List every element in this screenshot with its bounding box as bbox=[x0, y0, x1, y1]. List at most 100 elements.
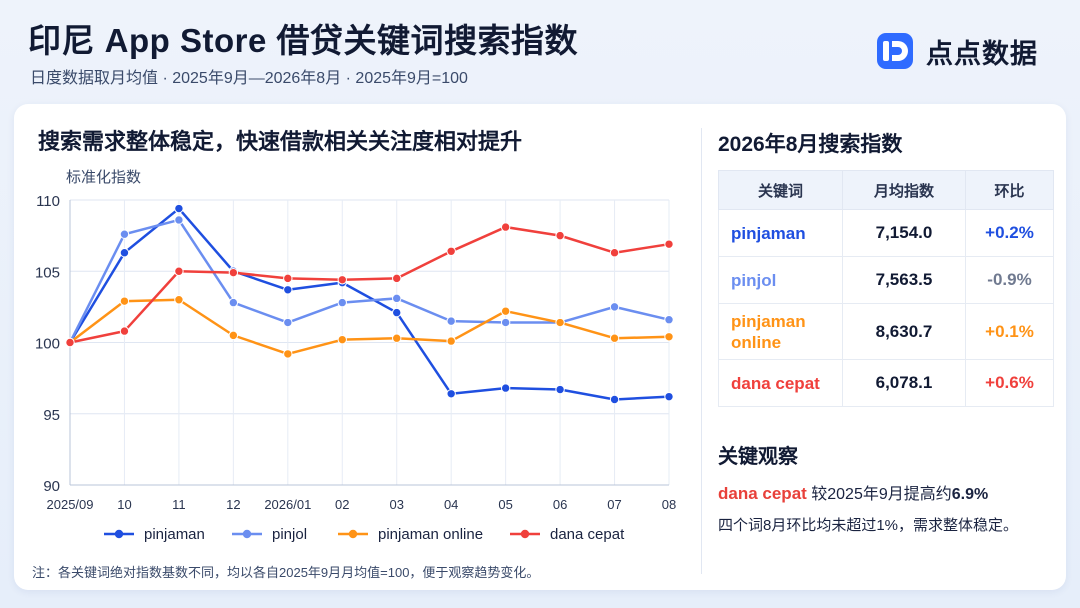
data-point bbox=[446, 336, 456, 346]
data-point bbox=[283, 285, 293, 295]
x-tick-label: 11 bbox=[172, 497, 186, 512]
header-value: 月均指数 bbox=[842, 170, 966, 210]
data-point bbox=[174, 203, 184, 214]
x-tick-label: 06 bbox=[553, 497, 567, 512]
data-point bbox=[555, 230, 565, 241]
table-row: pinjaman 7,154.0 +0.2% bbox=[718, 209, 1054, 257]
data-point bbox=[283, 317, 293, 328]
data-point bbox=[392, 333, 402, 343]
data-point bbox=[119, 248, 130, 258]
data-point bbox=[228, 297, 239, 308]
observation-text: 较2025年9月提高约 bbox=[806, 486, 952, 503]
brand: 点点数据 bbox=[874, 30, 1038, 72]
series-line-pinjaman-online bbox=[69, 298, 670, 356]
data-point bbox=[283, 349, 293, 359]
data-point bbox=[119, 296, 130, 306]
data-point bbox=[500, 383, 511, 393]
data-point bbox=[609, 248, 620, 258]
data-point bbox=[555, 384, 565, 395]
data-point bbox=[174, 215, 184, 225]
y-tick-label: 90 bbox=[43, 478, 60, 495]
row-keyword: pinjaman bbox=[718, 209, 843, 257]
series-line-dana-cepat bbox=[69, 225, 670, 344]
page-title: 印尼 App Store 借贷关键词搜索指数 bbox=[28, 22, 579, 59]
observation-2: 四个词8月环比均未超过1%，需求整体稳定。 bbox=[718, 517, 1019, 534]
y-tick-label: 110 bbox=[36, 193, 60, 210]
row-change: +0.1% bbox=[965, 303, 1054, 360]
data-point bbox=[555, 317, 565, 328]
row-keyword: pinjol bbox=[718, 256, 843, 304]
panel-divider bbox=[701, 128, 702, 574]
data-point bbox=[65, 337, 75, 348]
legend-swatch-dot bbox=[348, 529, 358, 539]
x-tick-label: 02 bbox=[335, 497, 349, 512]
row-value: 7,154.0 bbox=[842, 209, 966, 257]
line-chart: 标准化指数 90 95 100 105 110 2025/09 10 11 12 2026/01 02… bbox=[35, 169, 676, 543]
data-point bbox=[392, 307, 402, 318]
observation-keyword: dana cepat bbox=[718, 484, 807, 503]
row-value: 7,563.5 bbox=[842, 256, 966, 304]
data-point bbox=[609, 333, 620, 343]
page-subtitle: 日度数据取月均值 · 2025年9月—2026年8月 · 2025年9月=100 bbox=[30, 70, 468, 87]
legend-label: pinjaman online bbox=[378, 526, 483, 543]
legend-label: dana cepat bbox=[550, 526, 625, 543]
row-keyword: dana cepat bbox=[718, 359, 843, 407]
data-point bbox=[119, 326, 130, 336]
data-point bbox=[500, 317, 511, 328]
row-keyword: pinjaman online bbox=[718, 303, 843, 360]
series-line-pinjol bbox=[68, 218, 670, 344]
x-tick-label: 04 bbox=[444, 497, 458, 512]
data-point bbox=[609, 394, 620, 405]
x-tick-label: 10 bbox=[117, 497, 131, 512]
legend-swatch-dot bbox=[242, 529, 252, 539]
header-keyword: 关键词 bbox=[718, 170, 843, 210]
data-point bbox=[500, 306, 511, 316]
row-change: -0.9% bbox=[965, 256, 1054, 304]
y-tick-label: 100 bbox=[35, 336, 60, 353]
data-point bbox=[664, 239, 674, 249]
series-line-pinjaman bbox=[68, 207, 670, 401]
data-point bbox=[664, 315, 674, 325]
legend-label: pinjaman bbox=[144, 526, 205, 543]
legend-swatch-dot bbox=[520, 529, 530, 539]
y-axis-label: 标准化指数 bbox=[66, 169, 141, 186]
brand-logo-icon bbox=[877, 33, 913, 69]
brand-name: 点点数据 bbox=[926, 38, 1038, 69]
data-point bbox=[228, 330, 239, 341]
legend-label: pinjol bbox=[272, 526, 307, 543]
observation-value: 6.9% bbox=[951, 486, 989, 503]
table-row: dana cepat 6,078.1 +0.6% bbox=[718, 359, 1054, 407]
table-row: pinjol 7,563.5 -0.9% bbox=[718, 256, 1054, 304]
y-tick-label: 105 bbox=[35, 264, 60, 281]
row-value: 8,630.7 bbox=[842, 303, 966, 360]
x-tick-label: 2025/09 bbox=[47, 497, 94, 512]
row-change: +0.6% bbox=[965, 359, 1054, 407]
x-tick-label: 03 bbox=[389, 497, 403, 512]
data-point bbox=[337, 334, 347, 345]
row-value: 6,078.1 bbox=[842, 359, 966, 407]
x-tick-label: 05 bbox=[498, 497, 512, 512]
x-tick-label: 12 bbox=[226, 497, 240, 512]
keyword-table: 关键词 月均指数 环比 pinjaman 7,154.0 +0.2% pinjol 7,… bbox=[718, 170, 1054, 407]
data-point bbox=[337, 275, 347, 285]
row-change: +0.2% bbox=[965, 209, 1054, 257]
chart-headline: 搜索需求整体稳定，快速借款相关关注度相对提升 bbox=[38, 129, 523, 154]
y-tick-label: 95 bbox=[43, 407, 60, 424]
x-tick-label: 07 bbox=[607, 497, 621, 512]
data-point bbox=[664, 332, 674, 342]
legend-swatch-dot bbox=[114, 529, 124, 539]
table-header-row: 关键词 月均指数 环比 bbox=[718, 170, 1054, 210]
table-row: pinjaman online 8,630.7 +0.1% bbox=[718, 303, 1054, 360]
data-point bbox=[392, 293, 402, 304]
data-point bbox=[119, 229, 130, 239]
data-point bbox=[609, 302, 620, 312]
observations-title: 关键观察 bbox=[718, 446, 798, 468]
observation-1: dana cepat 较2025年9月提高约6.9% bbox=[718, 480, 988, 504]
data-point bbox=[446, 246, 456, 257]
data-point bbox=[228, 267, 239, 278]
data-point bbox=[500, 222, 511, 232]
data-point bbox=[174, 266, 184, 276]
header-change: 环比 bbox=[965, 170, 1054, 210]
data-point bbox=[337, 297, 347, 308]
footnote: 注：各关键词绝对指数基数不同，均以各自2025年9月月均值=100，便于观察趋势… bbox=[32, 565, 540, 580]
